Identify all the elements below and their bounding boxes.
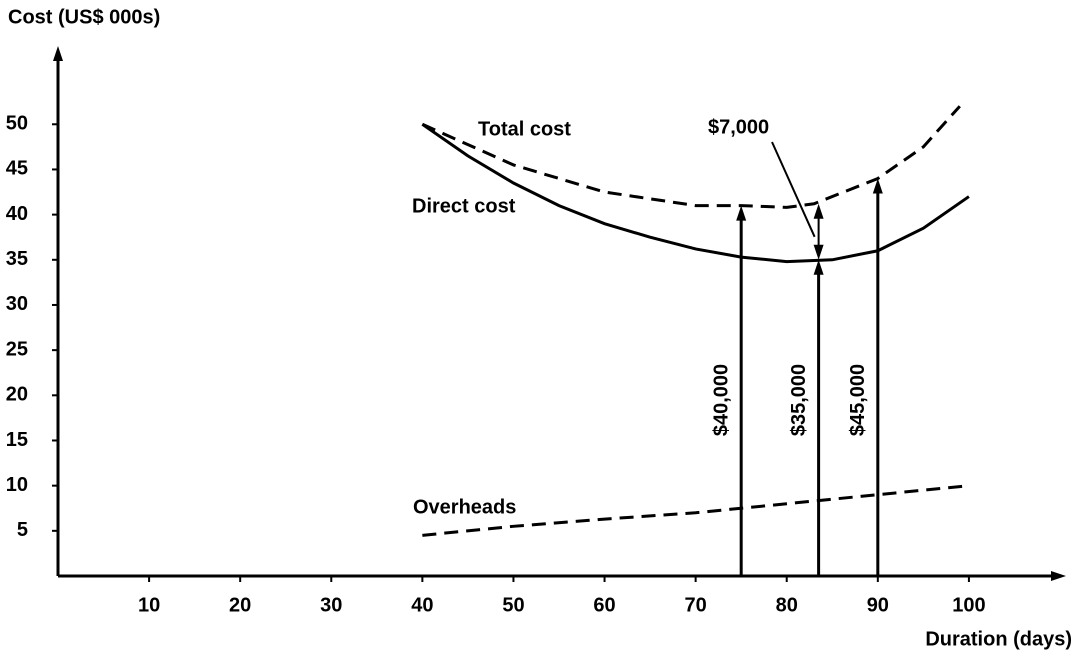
y-tick-label: 30 bbox=[6, 293, 28, 315]
series-line bbox=[421, 105, 961, 209]
x-tick-label: 70 bbox=[685, 594, 707, 616]
y-tick-label: 40 bbox=[6, 203, 28, 225]
cost-arrow-label: $40,000 bbox=[710, 364, 732, 436]
y-axis-label: Cost (US$ 000s) bbox=[8, 6, 160, 28]
x-tick-label: 30 bbox=[320, 594, 342, 616]
series-label: Direct cost bbox=[412, 195, 516, 217]
series-label: Overheads bbox=[413, 496, 516, 518]
cost-arrow-head bbox=[813, 259, 824, 275]
x-tick-label: 100 bbox=[952, 594, 985, 616]
y-tick-label: 45 bbox=[6, 158, 28, 180]
y-tick-label: 15 bbox=[6, 429, 28, 451]
x-axis-arrow bbox=[1051, 571, 1066, 581]
x-tick-label: 20 bbox=[229, 594, 251, 616]
cost-arrow-label: $35,000 bbox=[788, 364, 810, 436]
x-tick-label: 80 bbox=[776, 594, 798, 616]
gap-label: $7,000 bbox=[708, 116, 769, 138]
cost-arrow-head bbox=[872, 178, 883, 194]
y-tick-label: 25 bbox=[6, 338, 28, 360]
y-tick-label: 20 bbox=[6, 384, 28, 406]
cost-arrow-head bbox=[736, 205, 747, 221]
series-line bbox=[421, 123, 970, 264]
gap-pointer bbox=[771, 141, 816, 238]
x-tick-label: 50 bbox=[502, 594, 524, 616]
series-label: Total cost bbox=[478, 118, 571, 140]
x-tick-label: 90 bbox=[867, 594, 889, 616]
x-tick-label: 60 bbox=[593, 594, 615, 616]
y-tick-label: 35 bbox=[6, 248, 28, 270]
y-axis-arrow bbox=[53, 46, 63, 61]
y-tick-label: 50 bbox=[6, 113, 28, 135]
y-tick-label: 10 bbox=[6, 474, 28, 496]
x-axis-label: Duration (days) bbox=[925, 628, 1072, 650]
gap-arrow-head bbox=[813, 244, 824, 260]
x-tick-label: 40 bbox=[411, 594, 433, 616]
cost-arrow-label: $45,000 bbox=[847, 364, 869, 436]
y-tick-label: 5 bbox=[17, 519, 28, 541]
gap-arrow-head bbox=[813, 203, 824, 219]
x-tick-label: 10 bbox=[138, 594, 160, 616]
